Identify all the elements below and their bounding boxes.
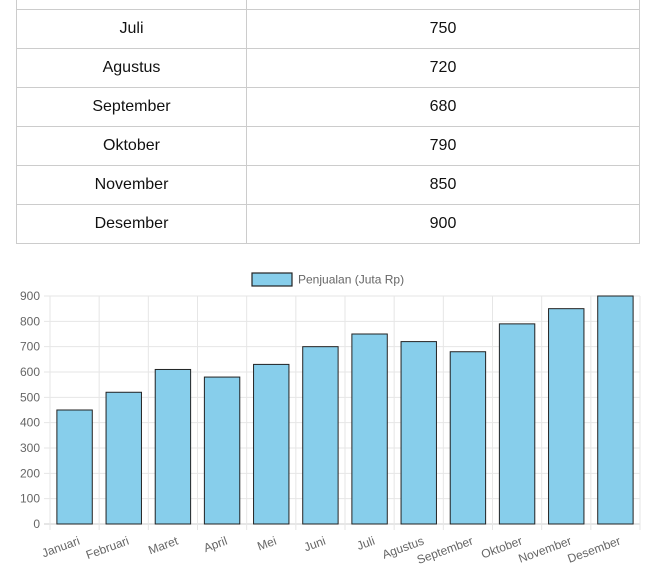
y-tick-label: 400 — [20, 416, 40, 430]
bar[interactable] — [56, 409, 93, 525]
value-cell: 850 — [246, 165, 640, 205]
x-tick-label: Juni — [302, 534, 327, 555]
table-row: Oktober 790 — [16, 126, 640, 166]
bar[interactable] — [154, 368, 192, 525]
table-row: Agustus 720 — [16, 48, 640, 88]
month-cell — [16, 0, 247, 10]
value-cell: 790 — [246, 126, 640, 166]
month-cell: Oktober — [16, 126, 247, 166]
x-tick-label: September — [415, 534, 475, 567]
sales-table: Juli 750 Agustus 720 September 680 Oktob… — [16, 0, 640, 244]
x-tick-label: Desember — [566, 534, 623, 566]
y-tick-label: 800 — [20, 314, 40, 328]
x-tick-label: Januari — [40, 534, 82, 561]
month-cell: Desember — [16, 204, 247, 244]
month-cell: September — [16, 87, 247, 127]
bar[interactable] — [302, 346, 339, 525]
x-tick-label: Juli — [355, 534, 377, 553]
x-tick-label: November — [516, 534, 573, 566]
x-tick-label: April — [202, 534, 229, 555]
y-tick-label: 0 — [33, 517, 40, 531]
bar[interactable] — [351, 333, 388, 525]
chart-grid — [44, 295, 641, 530]
y-tick-label: 500 — [20, 390, 40, 404]
value-cell: 720 — [246, 48, 640, 88]
table-row: Juli 750 — [16, 9, 640, 49]
y-axis: 0 100 200 300 400 500 600 700 800 900 — [20, 289, 40, 531]
bar[interactable] — [105, 391, 142, 525]
value-cell: 680 — [246, 87, 640, 127]
y-tick-label: 700 — [20, 340, 40, 354]
bar[interactable] — [400, 341, 437, 525]
chart-legend[interactable]: Penjualan (Juta Rp) — [251, 272, 404, 287]
x-tick-label: Maret — [146, 533, 180, 557]
chart-bars — [56, 295, 634, 525]
y-tick-label: 200 — [20, 466, 40, 480]
bar[interactable] — [203, 376, 241, 525]
bar[interactable] — [253, 363, 290, 525]
bar[interactable] — [548, 308, 585, 525]
y-tick-label: 300 — [20, 441, 40, 455]
bar[interactable] — [449, 351, 487, 525]
month-cell: November — [16, 165, 247, 205]
legend-label: Penjualan (Juta Rp) — [298, 273, 404, 287]
table-row: September 680 — [16, 87, 640, 127]
sales-bar-chart: Penjualan (Juta Rp) 0 100 200 300 400 500 600 7… — [20, 272, 641, 567]
bar[interactable] — [597, 295, 634, 525]
x-tick-label: Februari — [84, 534, 131, 562]
month-cell: Agustus — [16, 48, 247, 88]
value-cell: 750 — [246, 9, 640, 49]
x-tick-label: Mei — [255, 534, 278, 554]
value-cell: 900 — [246, 204, 640, 244]
y-tick-label: 900 — [20, 289, 40, 303]
x-axis: Januari Februari Maret April Mei Juni Juli Agus… — [40, 533, 623, 566]
y-tick-label: 600 — [20, 365, 40, 379]
table-row — [16, 0, 640, 10]
y-tick-label: 100 — [20, 492, 40, 506]
month-cell: Juli — [16, 9, 247, 49]
legend-swatch — [251, 272, 293, 287]
value-cell — [246, 0, 640, 10]
table-row: Desember 900 — [16, 204, 640, 244]
bar[interactable] — [498, 323, 536, 525]
table-row: November 850 — [16, 165, 640, 205]
